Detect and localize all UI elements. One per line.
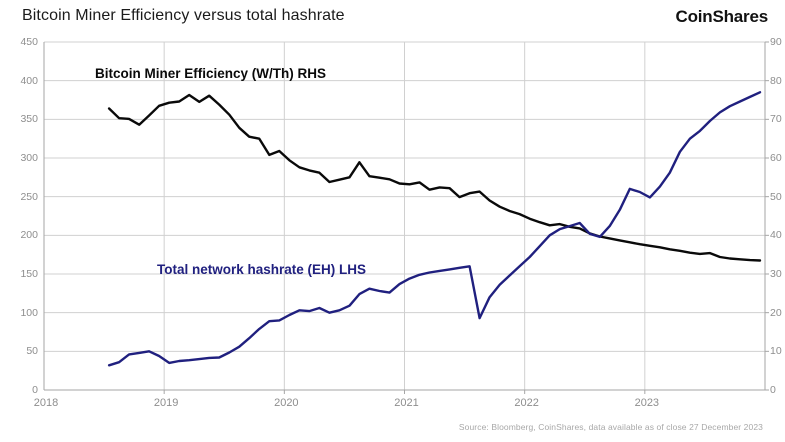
y-axis-left-tick-label: 150 bbox=[20, 268, 38, 280]
y-axis-right-tick-label: 90 bbox=[770, 36, 782, 48]
x-axis-tick-label: 2022 bbox=[514, 397, 539, 409]
x-axis-tick-label: 2021 bbox=[394, 397, 419, 409]
y-axis-left-tick-label: 350 bbox=[20, 113, 38, 126]
y-axis-right-tick-label: 20 bbox=[770, 306, 782, 319]
y-axis-left-tick-label: 300 bbox=[20, 152, 38, 164]
y-axis-right-tick-label: 0 bbox=[770, 384, 776, 396]
efficiency-line bbox=[107, 93, 762, 262]
source-note: Source: Bloomberg, CoinShares, data avai… bbox=[458, 422, 763, 432]
y-axis-right-tick-label: 30 bbox=[770, 268, 782, 280]
x-axis-tick-label: 2018 bbox=[33, 397, 59, 409]
y-axis-right-tick-label: 40 bbox=[770, 229, 782, 242]
y-axis-left-tick-label: 450 bbox=[20, 36, 38, 48]
hashrate-line bbox=[107, 91, 762, 367]
y-axis-left-tick-label: 400 bbox=[20, 74, 38, 87]
hashrate-series-label: Total network hashrate (EH) LHS bbox=[157, 262, 367, 277]
y-axis-right-tick-label: 80 bbox=[770, 74, 782, 87]
x-axis-tick-label: 2020 bbox=[274, 397, 299, 409]
y-axis-right-tick-label: 10 bbox=[770, 345, 782, 358]
y-axis-left-tick-label: 250 bbox=[20, 190, 38, 203]
y-axis-left-tick-label: 0 bbox=[32, 384, 38, 396]
page-title: Bitcoin Miner Efficiency versus total ha… bbox=[22, 7, 345, 24]
efficiency-series-label: Bitcoin Miner Efficiency (W/Th) RHS bbox=[95, 66, 327, 81]
y-axis-left-tick-label: 50 bbox=[26, 345, 38, 358]
x-axis-tick-label: 2019 bbox=[153, 397, 179, 409]
y-axis-right-tick-label: 50 bbox=[770, 190, 782, 203]
x-axis-tick-label: 2023 bbox=[634, 397, 660, 409]
y-axis-left-tick-label: 200 bbox=[20, 229, 38, 242]
y-axis-left-tick-label: 100 bbox=[20, 306, 38, 319]
coinshares-logo: CoinShares bbox=[675, 7, 769, 26]
y-axis-right-tick-label: 60 bbox=[770, 152, 782, 164]
y-axis-right-tick-label: 70 bbox=[770, 113, 782, 126]
